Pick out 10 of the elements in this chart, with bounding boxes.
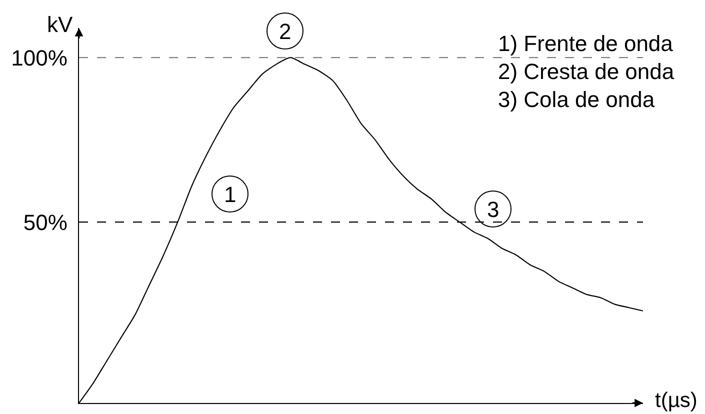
annotation: 2 (279, 19, 292, 44)
y-tick-label: 100% (11, 45, 68, 70)
y-axis-title: kV (47, 12, 73, 37)
annotation: 2) Cresta de onda (498, 59, 675, 84)
annotation: 3 (487, 197, 500, 222)
annotation: 3) Cola de onda (498, 87, 656, 112)
text: t(µs) (655, 389, 698, 412)
annotation: 1 (224, 182, 236, 207)
annotation: 1) Frente de onda (498, 31, 674, 56)
y-tick-label: 50% (23, 210, 68, 235)
